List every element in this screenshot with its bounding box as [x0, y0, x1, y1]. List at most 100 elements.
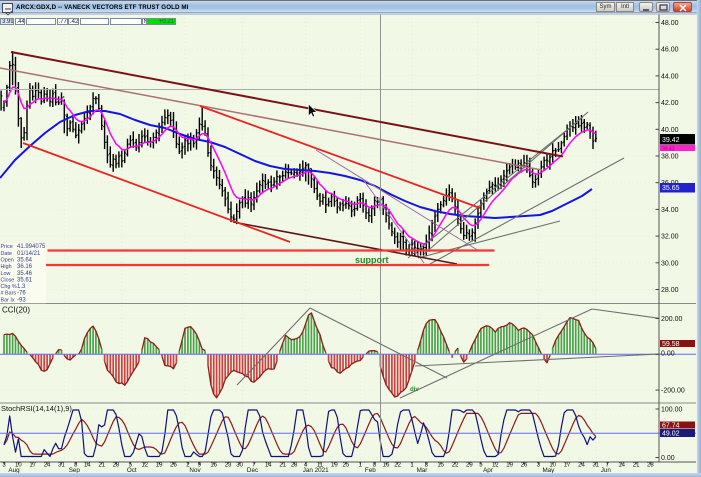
svg-text:24: 24 — [578, 463, 585, 469]
svg-text:1: 1 — [410, 463, 414, 469]
svg-text:Chg %: Chg % — [1, 284, 17, 290]
svg-text:# Bars: # Bars — [1, 291, 17, 297]
svg-text:7: 7 — [606, 463, 610, 469]
svg-text:Jun: Jun — [601, 467, 612, 474]
svg-text:21: 21 — [279, 463, 286, 469]
svg-text:10: 10 — [549, 463, 556, 469]
svg-text:Price: Price — [1, 244, 13, 250]
svg-text:8: 8 — [74, 463, 78, 469]
svg-text:3: 3 — [537, 463, 541, 469]
svg-text:200.00: 200.00 — [661, 316, 683, 323]
svg-text:28: 28 — [291, 463, 298, 469]
svg-text:May: May — [542, 467, 555, 474]
svg-text:0.00: 0.00 — [661, 455, 675, 462]
svg-text:31: 31 — [58, 463, 65, 469]
svg-text:Aug: Aug — [8, 467, 20, 474]
svg-text:35.46: 35.46 — [17, 271, 33, 277]
svg-text:31: 31 — [592, 463, 599, 469]
svg-text:Open: Open — [1, 258, 14, 264]
svg-text:29: 29 — [466, 463, 473, 469]
svg-text:4: 4 — [304, 463, 308, 469]
svg-text:01/14/21: 01/14/21 — [17, 251, 41, 257]
svg-text:3: 3 — [2, 463, 6, 469]
svg-text:46.00: 46.00 — [661, 47, 679, 54]
svg-text:12: 12 — [492, 463, 499, 469]
svg-text:7: 7 — [252, 463, 256, 469]
svg-text:67.74: 67.74 — [662, 423, 680, 430]
svg-text:21: 21 — [633, 463, 640, 469]
svg-text:10: 10 — [15, 463, 22, 469]
svg-text:19: 19 — [331, 463, 338, 469]
svg-text:26: 26 — [170, 463, 177, 469]
svg-text:5: 5 — [479, 463, 483, 469]
svg-text:Feb: Feb — [365, 467, 376, 474]
svg-text:Oct: Oct — [127, 467, 137, 474]
svg-text:35.64: 35.64 — [17, 258, 33, 264]
svg-text:9: 9 — [198, 463, 202, 469]
svg-text:28: 28 — [647, 463, 654, 469]
svg-text:-76: -76 — [17, 291, 26, 297]
svg-text:34.00: 34.00 — [661, 207, 679, 214]
svg-text:Bar Ix: Bar Ix — [1, 297, 15, 303]
svg-text:14: 14 — [618, 463, 625, 469]
svg-text:support: support — [355, 255, 389, 265]
svg-text:59.58: 59.58 — [662, 341, 680, 348]
svg-text:22: 22 — [394, 463, 401, 469]
svg-text:8: 8 — [373, 463, 377, 469]
svg-text:11: 11 — [317, 463, 324, 469]
svg-text:48.00: 48.00 — [661, 20, 679, 27]
svg-text:0.00: 0.00 — [661, 351, 675, 358]
svg-text:36.16: 36.16 — [17, 264, 33, 270]
svg-text:div: div — [410, 387, 419, 393]
svg-text:28: 28 — [113, 463, 120, 469]
svg-text:24: 24 — [44, 463, 51, 469]
svg-text:41.994075: 41.994075 — [17, 244, 46, 250]
svg-text:CCI(20): CCI(20) — [2, 306, 30, 315]
svg-text:Mar: Mar — [417, 467, 428, 474]
svg-text:14: 14 — [84, 463, 91, 469]
svg-text:38.00: 38.00 — [661, 154, 679, 161]
svg-text:StochRSI(14,14(1),9): StochRSI(14,14(1),9) — [1, 404, 72, 413]
svg-text:21: 21 — [98, 463, 105, 469]
svg-text:-93: -93 — [17, 297, 26, 303]
svg-text:23: 23 — [225, 463, 232, 469]
svg-text:15: 15 — [437, 463, 444, 469]
svg-text:19: 19 — [506, 463, 513, 469]
svg-text:30.00: 30.00 — [661, 260, 679, 267]
svg-text:49.02: 49.02 — [662, 431, 680, 438]
svg-text:1: 1 — [359, 463, 363, 469]
svg-text:19: 19 — [156, 463, 163, 469]
svg-text:30: 30 — [236, 463, 243, 469]
svg-text:25: 25 — [343, 463, 350, 469]
svg-text:Apr: Apr — [483, 467, 493, 474]
svg-text:Nov: Nov — [189, 467, 201, 474]
svg-text:42.00: 42.00 — [661, 100, 679, 107]
svg-text:High: High — [1, 264, 12, 270]
svg-text:Dec: Dec — [247, 467, 258, 474]
svg-text:Close: Close — [1, 277, 15, 283]
svg-text:1.3: 1.3 — [17, 284, 26, 290]
svg-text:17: 17 — [29, 463, 36, 469]
svg-text:22: 22 — [452, 463, 459, 469]
svg-text:35.65: 35.65 — [662, 185, 680, 192]
svg-text:32.00: 32.00 — [661, 234, 679, 241]
svg-text:2: 2 — [186, 463, 190, 469]
svg-text:39.42: 39.42 — [662, 137, 680, 144]
svg-text:44.00: 44.00 — [661, 73, 679, 80]
svg-text:14: 14 — [265, 463, 272, 469]
svg-text:12: 12 — [141, 463, 148, 469]
svg-text:8: 8 — [425, 463, 429, 469]
svg-text:28.00: 28.00 — [661, 287, 679, 294]
svg-text:17: 17 — [564, 463, 571, 469]
svg-text:16: 16 — [383, 463, 390, 469]
svg-text:Jan 2021: Jan 2021 — [303, 467, 329, 474]
svg-text:40.00: 40.00 — [661, 127, 679, 134]
svg-text:-200.00: -200.00 — [661, 388, 685, 395]
svg-text:100.00: 100.00 — [661, 407, 683, 414]
svg-text:Date: Date — [1, 251, 12, 257]
svg-text:5: 5 — [129, 463, 133, 469]
svg-text:35.61: 35.61 — [17, 277, 33, 283]
svg-text:Low: Low — [1, 271, 11, 277]
svg-text:39.43: 39.43 — [662, 147, 675, 153]
svg-text:Sep: Sep — [69, 467, 81, 474]
